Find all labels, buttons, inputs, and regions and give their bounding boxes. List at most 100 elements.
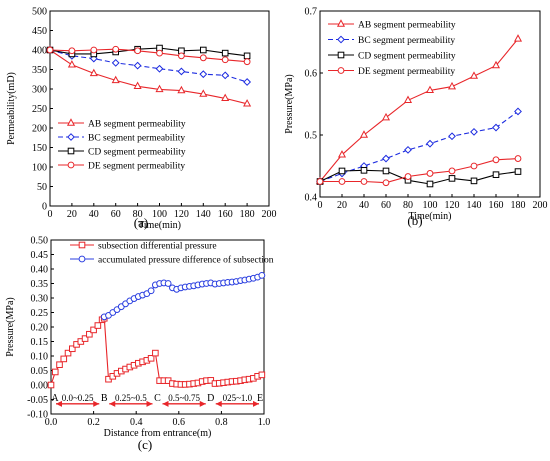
data-point bbox=[199, 70, 208, 79]
legend: subsection differential pressure accumula… bbox=[70, 241, 274, 266]
data-point bbox=[514, 107, 522, 116]
series-2 bbox=[316, 167, 522, 188]
y-tick-label: 500 bbox=[32, 7, 47, 18]
data-point bbox=[177, 85, 186, 94]
y-tick-label: 0.25 bbox=[31, 308, 49, 319]
y-tick-label: 0.6 bbox=[305, 69, 318, 80]
x-tick-label: 160 bbox=[218, 209, 233, 220]
legend-marker bbox=[336, 19, 346, 27]
series-line bbox=[319, 169, 519, 185]
legend-marker bbox=[337, 35, 345, 44]
x-tick-label: 180 bbox=[240, 209, 255, 220]
y-tick-label: -0.05 bbox=[27, 395, 48, 406]
panel-label: (b) bbox=[407, 213, 422, 228]
arrowhead bbox=[253, 400, 259, 407]
data-point bbox=[199, 89, 208, 97]
x-tick-label: 200 bbox=[262, 209, 277, 220]
x-tick-label: 120 bbox=[174, 209, 189, 220]
legend-marker bbox=[67, 147, 75, 155]
data-point bbox=[199, 54, 207, 62]
data-point bbox=[514, 155, 522, 162]
x-tick-label: 100 bbox=[152, 209, 167, 220]
legend-entry: accumulated pressure difference of subse… bbox=[98, 255, 274, 266]
panel-label: (c) bbox=[138, 437, 152, 452]
panel-label: (a) bbox=[134, 215, 148, 230]
data-point bbox=[177, 67, 186, 76]
data-point bbox=[382, 154, 390, 163]
series-line bbox=[319, 38, 519, 182]
data-point bbox=[426, 180, 434, 188]
x-tick-label: 20 bbox=[67, 209, 77, 220]
legend-marker bbox=[337, 67, 345, 74]
legend-entry: BC segment permeability bbox=[88, 134, 185, 144]
data-point bbox=[178, 52, 185, 60]
y-tick-label: 0.05 bbox=[31, 366, 49, 377]
data-point bbox=[359, 130, 369, 138]
x-tick-label: 0.8 bbox=[215, 417, 228, 428]
data-point bbox=[425, 85, 435, 94]
data-point bbox=[470, 162, 478, 170]
data-point bbox=[258, 371, 266, 379]
legend: AB segment permeability BC segment permea… bbox=[328, 19, 456, 77]
x-tick-label: 0 bbox=[318, 200, 323, 211]
data-point bbox=[86, 330, 93, 338]
y-tick-label: 0.15 bbox=[31, 337, 49, 348]
data-point bbox=[89, 68, 98, 77]
x-tick-label: 1.0 bbox=[258, 417, 271, 428]
x-tick-label: 80 bbox=[133, 209, 143, 220]
data-point bbox=[133, 61, 142, 70]
legend: AB segment permeability BC segment permea… bbox=[58, 118, 186, 172]
series-line bbox=[319, 110, 519, 183]
segment-letter: A bbox=[51, 393, 59, 404]
data-point bbox=[147, 287, 155, 295]
data-point bbox=[111, 58, 120, 67]
y-axis-label: Pressure(MPa) bbox=[5, 297, 16, 356]
data-point bbox=[492, 123, 500, 132]
data-point bbox=[258, 271, 266, 279]
data-point bbox=[243, 52, 251, 60]
data-point bbox=[360, 167, 368, 174]
data-point bbox=[470, 127, 478, 136]
legend-marker bbox=[66, 118, 76, 126]
segment-range-label: 0.25~0.5 bbox=[115, 393, 147, 403]
data-point bbox=[492, 156, 500, 164]
data-point bbox=[67, 60, 76, 68]
series-3 bbox=[316, 155, 522, 187]
x-tick-label: 80 bbox=[403, 200, 413, 211]
data-point bbox=[81, 335, 89, 342]
data-point bbox=[155, 84, 164, 93]
x-tick-label: 200 bbox=[533, 200, 548, 211]
data-point bbox=[360, 178, 368, 185]
data-point bbox=[243, 78, 252, 86]
data-point bbox=[469, 71, 479, 79]
legend-marker bbox=[67, 161, 75, 169]
data-point bbox=[94, 322, 102, 329]
arrowhead bbox=[162, 400, 169, 407]
x-tick-label: 160 bbox=[489, 200, 504, 211]
legend-marker bbox=[337, 51, 345, 59]
y-tick-label: 0.00 bbox=[31, 381, 49, 392]
y-tick-label: 0.4 bbox=[305, 193, 318, 204]
y-tick-label: 0 bbox=[42, 202, 47, 213]
x-tick-label: 0.6 bbox=[173, 417, 186, 428]
data-point bbox=[382, 167, 390, 175]
data-point bbox=[492, 171, 500, 178]
data-point bbox=[68, 47, 76, 55]
y-tick-label: 450 bbox=[32, 26, 47, 37]
series-0 bbox=[45, 45, 252, 107]
x-tick-label: 140 bbox=[467, 200, 482, 211]
segment-annotations: 0.0~0.25 0.25~0.5 0.5~0.75 025~1.0 A B C D E bbox=[51, 393, 263, 407]
x-axis-label: Time(min) bbox=[409, 211, 452, 222]
x-tick-label: 40 bbox=[89, 209, 99, 220]
x-tick-label: 100 bbox=[423, 200, 438, 211]
data-point bbox=[221, 49, 229, 57]
data-point bbox=[403, 95, 413, 103]
x-tick-label: 0.0 bbox=[45, 417, 58, 428]
data-point bbox=[69, 345, 76, 353]
y-tick-label: 350 bbox=[32, 65, 47, 76]
y-tick-label: 0.35 bbox=[31, 279, 49, 290]
data-point bbox=[491, 60, 501, 69]
segment-range-label: 0.0~0.25 bbox=[62, 393, 94, 403]
arrowhead bbox=[56, 400, 62, 407]
